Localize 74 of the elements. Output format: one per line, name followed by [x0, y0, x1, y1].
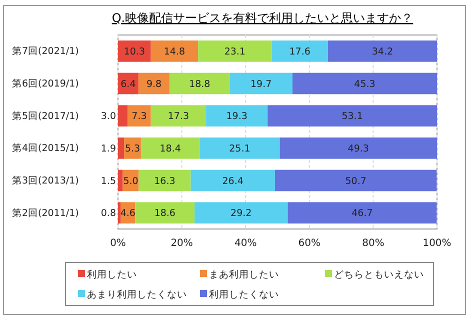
x-tick-label: 20% — [170, 238, 193, 250]
x-tick-label: 40% — [234, 238, 257, 250]
x-tick-label: 100% — [422, 238, 452, 250]
x-tick-label: 80% — [362, 238, 384, 250]
bar — [150, 40, 198, 62]
y-tick-label: 第6回(2019/1) — [12, 78, 79, 90]
data-label: 9.8 — [146, 78, 162, 90]
bar — [268, 105, 437, 127]
bar — [194, 202, 288, 224]
bar — [118, 170, 123, 192]
legend-label: 利用したくない — [209, 288, 279, 300]
data-label: 6.4 — [120, 78, 136, 90]
data-label: 25.1 — [229, 143, 250, 154]
data-label: 46.7 — [352, 208, 373, 220]
legend-label: どちらともいえない — [334, 269, 424, 280]
data-label: 16.3 — [154, 176, 176, 187]
bar — [328, 40, 437, 62]
data-label: 4.6 — [120, 208, 136, 220]
bar — [190, 170, 275, 192]
y-tick-label: 第3回(2013/1) — [12, 174, 79, 187]
bar — [170, 72, 230, 94]
data-label: 50.7 — [345, 176, 366, 187]
data-label: 17.3 — [168, 111, 190, 122]
bar — [135, 202, 195, 224]
data-label: 5.3 — [124, 143, 140, 154]
y-tick-label: 第4回(2015/1) — [12, 142, 79, 154]
data-label: 5.0 — [123, 176, 138, 187]
data-label: 53.1 — [342, 111, 363, 122]
bar — [200, 137, 280, 159]
bar — [138, 170, 191, 192]
bar — [140, 137, 200, 159]
bar — [118, 105, 128, 127]
data-label: 0.8 — [100, 208, 116, 220]
data-label: 19.3 — [226, 111, 248, 122]
bar — [118, 137, 124, 159]
bar — [138, 72, 170, 94]
y-tick-label: 第2回(2011/1) — [12, 206, 79, 219]
data-label: 18.6 — [154, 208, 176, 220]
data-label: 49.3 — [348, 143, 369, 154]
data-label: 1.5 — [100, 176, 116, 187]
data-label: 1.9 — [100, 143, 116, 154]
bar — [280, 137, 437, 159]
y-tick-label: 第5回(2017/1) — [12, 110, 79, 122]
data-label: 18.4 — [160, 143, 181, 154]
data-label: 34.2 — [372, 46, 394, 58]
y-tick-label: 第7回(2021/1) — [12, 45, 79, 58]
data-label: 17.6 — [289, 46, 310, 58]
bar — [128, 105, 151, 127]
data-label: 10.3 — [124, 46, 146, 58]
data-label: 29.2 — [230, 208, 252, 220]
bar — [150, 105, 206, 127]
x-tick-label: 60% — [298, 238, 321, 250]
data-label: 18.8 — [189, 78, 210, 90]
data-label: 7.3 — [132, 111, 147, 122]
bar — [118, 40, 151, 62]
bar — [230, 72, 292, 94]
legend-label: あまり利用したくない — [87, 288, 187, 300]
legend-label: まあ利用したい — [209, 268, 279, 280]
data-label: 23.1 — [224, 46, 246, 58]
bar — [198, 40, 272, 62]
data-label: 3.0 — [100, 111, 116, 122]
bar — [118, 202, 121, 224]
bar — [274, 170, 437, 192]
data-label: 26.4 — [222, 176, 244, 187]
bar — [206, 105, 268, 127]
bar — [272, 40, 328, 62]
bar — [292, 72, 437, 94]
bar — [288, 202, 437, 224]
chart-title: Q.映像配信サービスを有料で利用したいと思いますか？ — [112, 11, 414, 25]
data-label: 14.8 — [164, 46, 186, 58]
x-tick-label: 0% — [110, 238, 126, 250]
data-label: 19.7 — [250, 78, 272, 90]
data-label: 45.3 — [354, 78, 376, 90]
legend-label: 利用したい — [87, 268, 137, 280]
